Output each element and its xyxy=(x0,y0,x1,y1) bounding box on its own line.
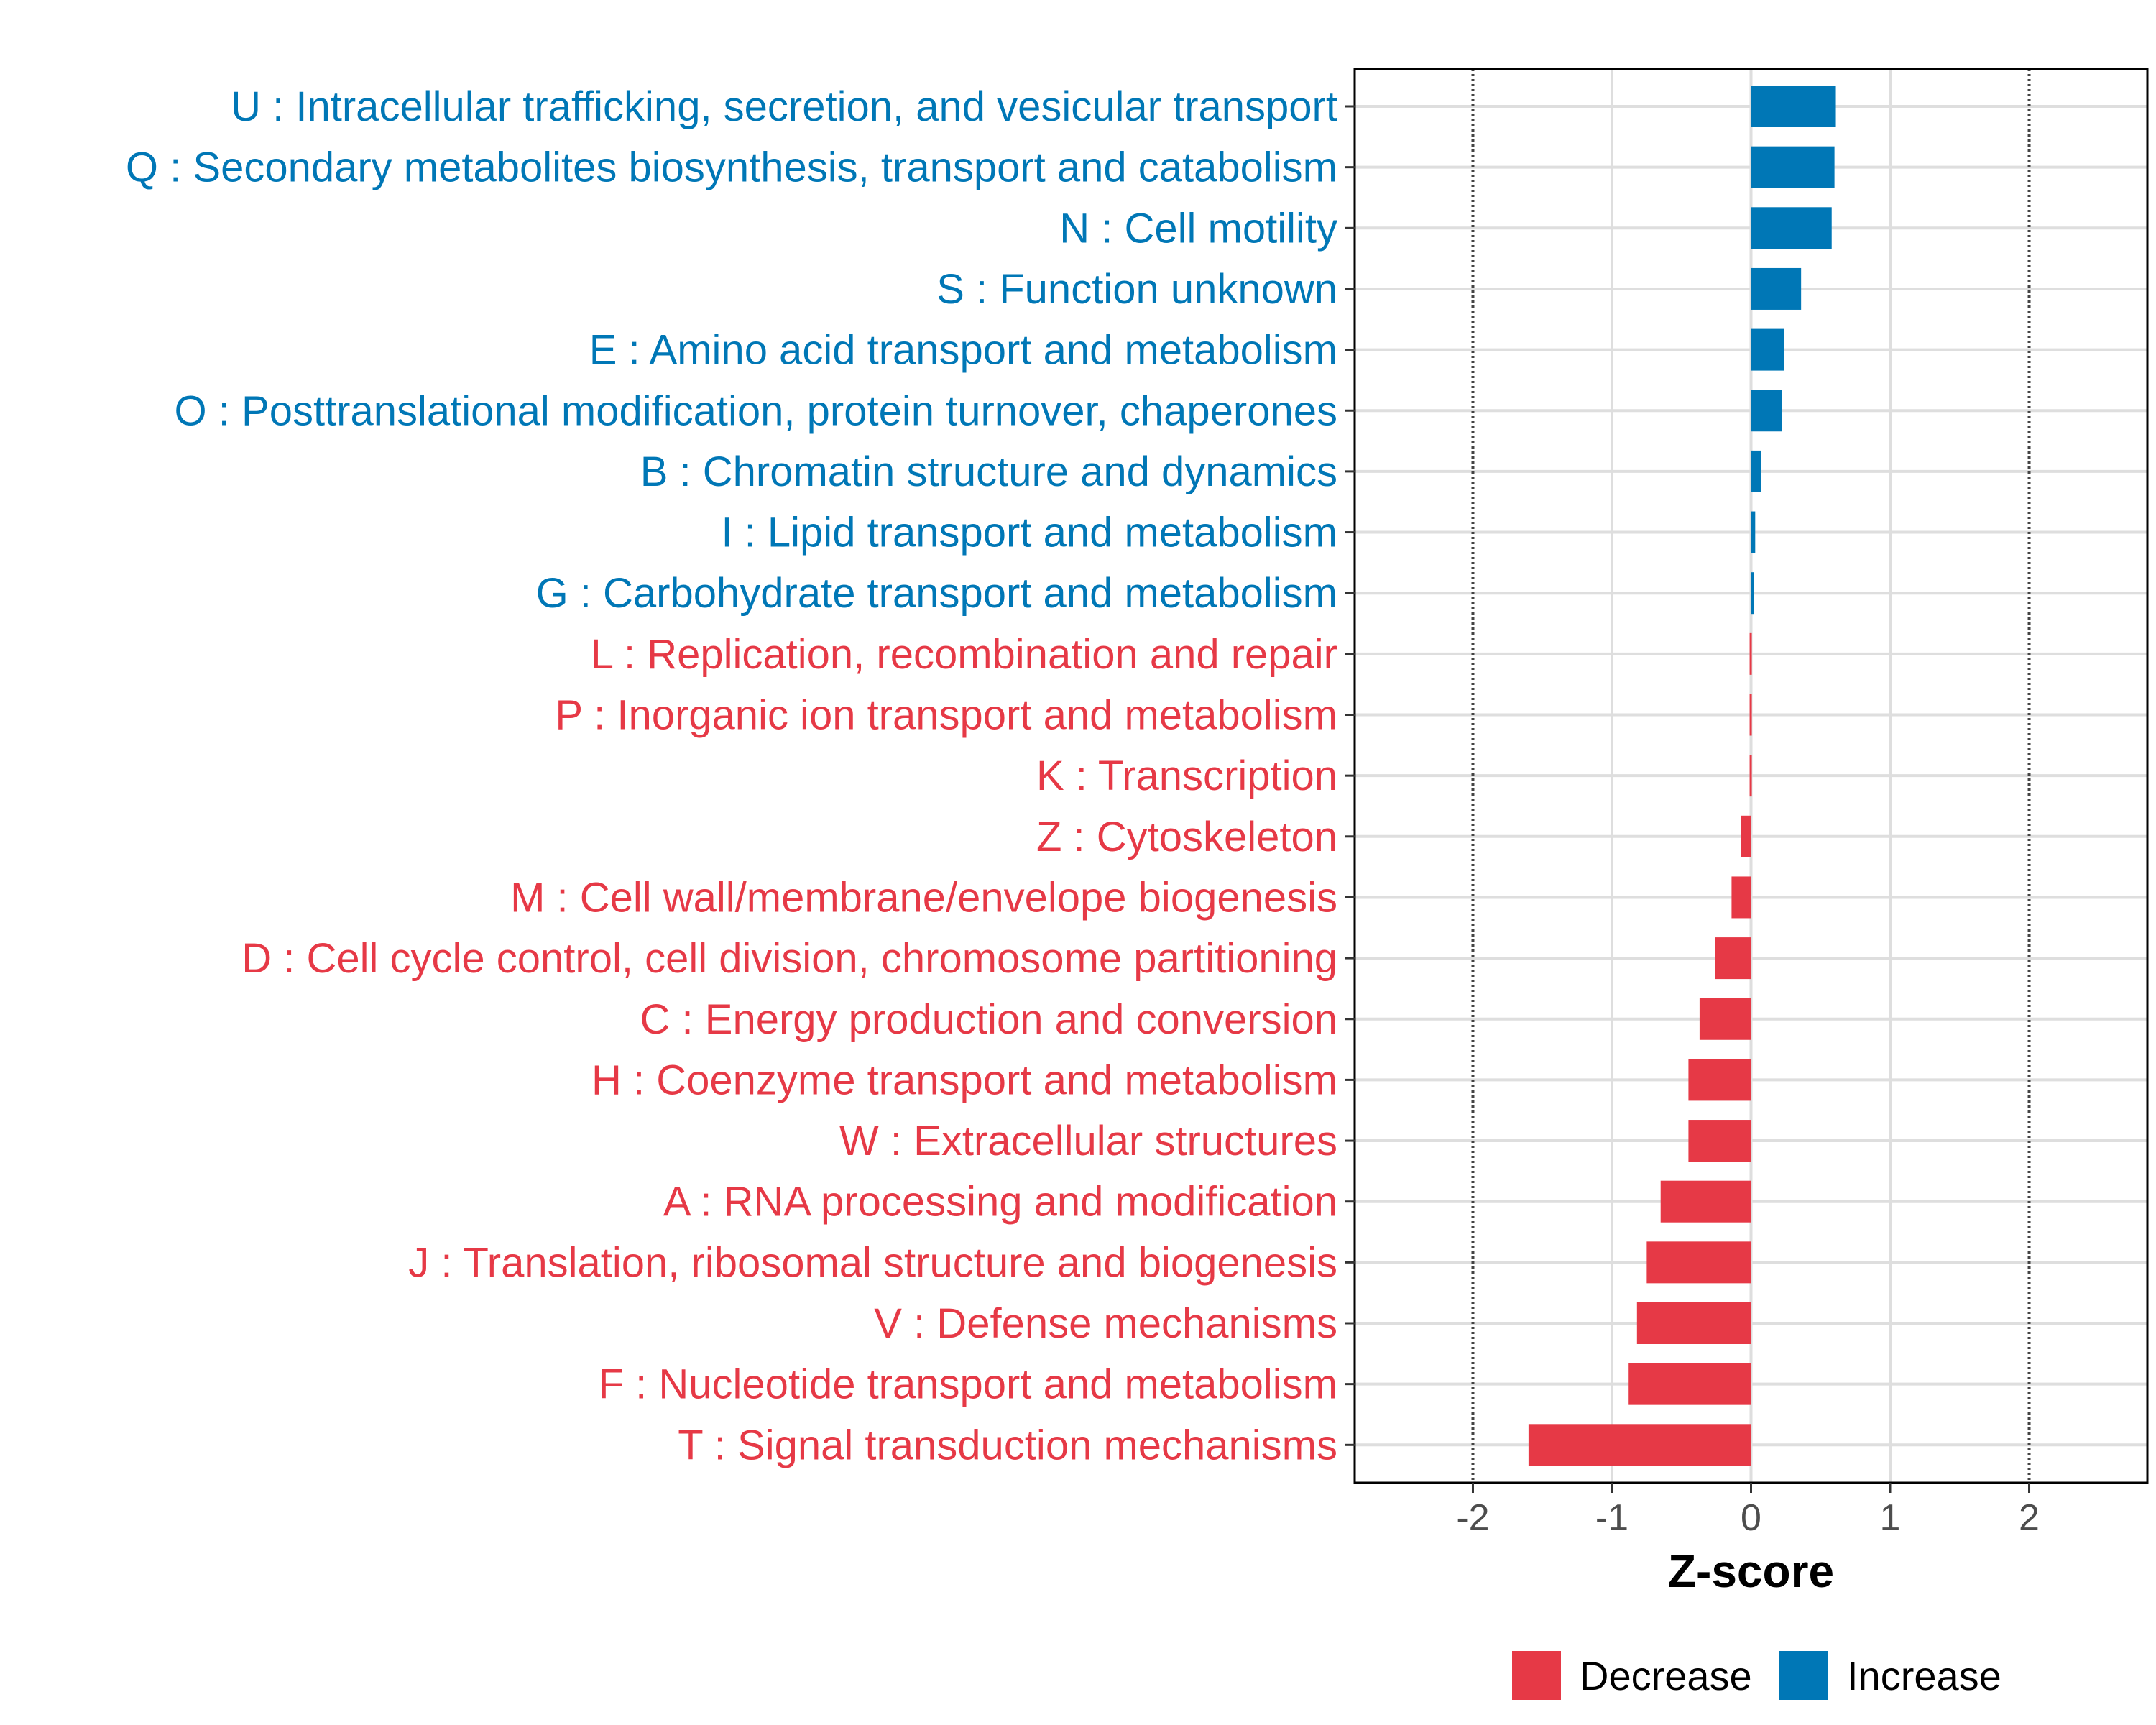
bar xyxy=(1751,207,1832,249)
y-tick-label: W : Extracellular structures xyxy=(839,1118,1337,1164)
x-axis: -2 -1 0 1 2 xyxy=(1456,1483,2040,1539)
y-tick-label: G : Carbohydrate transport and metabolis… xyxy=(536,570,1337,617)
bar xyxy=(1751,390,1782,432)
y-tick-label: J : Translation, ribosomal structure and… xyxy=(408,1239,1337,1286)
y-tick-label: T : Signal transduction mechanisms xyxy=(678,1422,1337,1468)
y-tick-label: F : Nucleotide transport and metabolism xyxy=(599,1361,1337,1408)
x-tick-label: 2 xyxy=(2019,1497,2040,1539)
y-tick-label: Q : Secondary metabolites biosynthesis, … xyxy=(126,144,1337,191)
bar xyxy=(1751,511,1756,553)
y-tick-label: D : Cell cycle control, cell division, c… xyxy=(241,935,1337,982)
y-tick-label: L : Replication, recombination and repai… xyxy=(591,631,1337,678)
x-tick-label: -2 xyxy=(1456,1497,1489,1539)
bar xyxy=(1751,86,1836,127)
x-axis-title: Z-score xyxy=(1668,1545,1834,1597)
x-tick-label: -1 xyxy=(1595,1497,1628,1539)
legend: Decrease Increase xyxy=(1512,1651,2001,1700)
bar xyxy=(1751,328,1784,371)
bar xyxy=(1749,755,1752,797)
bar xyxy=(1660,1180,1751,1223)
bar xyxy=(1751,572,1754,615)
bar xyxy=(1749,694,1752,736)
y-axis: U : Intracellular trafficking, secretion… xyxy=(126,83,1355,1468)
bars xyxy=(1528,86,1836,1466)
y-tick-label: H : Coenzyme transport and metabolism xyxy=(591,1057,1337,1103)
bar xyxy=(1646,1241,1751,1284)
x-tick-label: 1 xyxy=(1880,1497,1901,1539)
y-tick-label: C : Energy production and conversion xyxy=(640,996,1337,1043)
bar xyxy=(1751,450,1761,492)
y-tick-label: N : Cell motility xyxy=(1059,205,1337,252)
y-tick-label: Z : Cytoskeleton xyxy=(1036,814,1337,860)
y-tick-label: S : Function unknown xyxy=(936,266,1337,313)
y-tick-label: V : Defense mechanisms xyxy=(874,1300,1337,1347)
y-tick-label: M : Cell wall/membrane/envelope biogenes… xyxy=(510,874,1337,921)
bar xyxy=(1688,1120,1751,1162)
reference-lines xyxy=(1471,69,2031,1483)
bar xyxy=(1715,937,1751,980)
y-tick-label: O : Posttranslational modification, prot… xyxy=(175,387,1337,434)
y-tick-label: P : Inorganic ion transport and metaboli… xyxy=(555,692,1337,739)
legend-key xyxy=(1779,1651,1828,1700)
bar xyxy=(1741,815,1751,857)
y-tick-label: B : Chromatin structure and dynamics xyxy=(640,448,1337,495)
y-tick-label: K : Transcription xyxy=(1036,753,1337,799)
bar xyxy=(1528,1424,1751,1466)
y-tick-label: I : Lipid transport and metabolism xyxy=(721,510,1337,556)
bar xyxy=(1751,267,1802,310)
legend-label: Decrease xyxy=(1580,1653,1752,1698)
bar xyxy=(1731,876,1751,919)
bar xyxy=(1699,998,1751,1040)
legend-label: Increase xyxy=(1847,1653,2001,1698)
x-tick-label: 0 xyxy=(1741,1497,1761,1539)
bar xyxy=(1751,146,1835,188)
bar xyxy=(1688,1059,1751,1101)
legend-key xyxy=(1512,1651,1561,1700)
bar xyxy=(1636,1302,1751,1344)
bar xyxy=(1628,1363,1751,1405)
y-tick-label: U : Intracellular trafficking, secretion… xyxy=(231,83,1337,130)
y-tick-label: A : RNA processing and modification xyxy=(663,1179,1337,1225)
y-tick-label: E : Amino acid transport and metabolism xyxy=(589,327,1337,374)
bar xyxy=(1749,632,1752,675)
